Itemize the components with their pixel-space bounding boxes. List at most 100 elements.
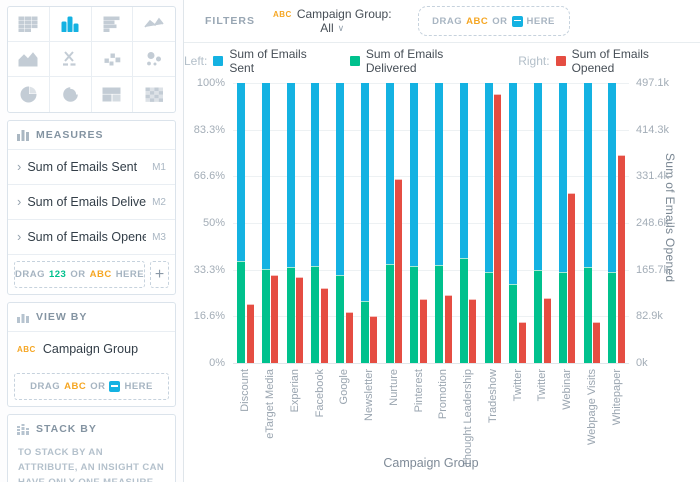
measure-item-emails-opened[interactable]: › Sum of Emails Opened M3 <box>8 219 175 254</box>
insight-config-panel: MEASURES › Sum of Emails Sent M1 › Sum o… <box>0 0 184 482</box>
x-axis-label: Nurture <box>387 369 400 406</box>
legend-entry-emails-opened[interactable]: Sum of Emails Opened <box>555 47 694 75</box>
chevron-right-icon[interactable]: › <box>17 194 22 209</box>
measure-item-emails-sent[interactable]: › Sum of Emails Sent M1 <box>8 149 175 184</box>
bar-emails-sent-14[interactable] <box>583 83 592 267</box>
viz-type-heatmap[interactable] <box>133 77 175 112</box>
bar-emails-delivered-6[interactable] <box>385 264 394 363</box>
bar-emails-delivered-2[interactable] <box>286 267 295 363</box>
bar-emails-opened-6[interactable] <box>395 178 402 363</box>
abc-attribute-icon: ABC <box>17 344 36 354</box>
viz-type-bar-chart[interactable] <box>91 7 134 42</box>
bar-emails-delivered-8[interactable] <box>435 265 443 363</box>
legend-left-axis-label: Left: <box>184 54 208 68</box>
bar-emails-delivered-3[interactable] <box>311 265 320 363</box>
view-by-drop-zone[interactable]: DRAG ABC OR HERE <box>14 373 169 400</box>
bar-emails-delivered-14[interactable] <box>583 266 592 363</box>
bar-emails-opened-13[interactable] <box>568 193 576 363</box>
bar-emails-sent-6[interactable] <box>385 83 394 265</box>
left-axis-tick: 0% <box>209 357 225 369</box>
bar-emails-delivered-1[interactable] <box>261 269 270 363</box>
viz-type-headline[interactable] <box>49 42 92 77</box>
heatmap-icon <box>145 87 164 102</box>
measure-tag: M2 <box>152 196 166 208</box>
viz-type-line-chart[interactable] <box>133 7 175 42</box>
bar-emails-sent-2[interactable] <box>286 83 295 268</box>
x-axis-label: Thought Leadership <box>462 369 475 467</box>
add-measure-button[interactable]: + <box>150 261 169 288</box>
bar-emails-sent-3[interactable] <box>311 83 320 266</box>
bar-emails-sent-15[interactable] <box>608 83 617 272</box>
x-axis-label: Twitter <box>536 369 549 402</box>
legend-entry-emails-delivered[interactable]: Sum of Emails Delivered <box>349 47 496 75</box>
filter-name: Campaign Group: <box>296 7 392 21</box>
bar-emails-sent-10[interactable] <box>484 83 493 272</box>
filters-drop-zone[interactable]: DRAG ABC OR HERE <box>417 6 570 36</box>
viz-type-treemap[interactable] <box>92 77 134 112</box>
view-by-attribute-campaign-group[interactable]: ABC Campaign Group <box>8 331 175 366</box>
bar-emails-opened-14[interactable] <box>593 321 600 363</box>
bar-emails-opened-3[interactable] <box>320 287 328 363</box>
viz-type-area-chart[interactable] <box>8 42 50 77</box>
chevron-right-icon[interactable]: › <box>17 229 22 244</box>
bar-emails-delivered-11[interactable] <box>509 284 518 363</box>
bar-emails-delivered-12[interactable] <box>534 270 542 363</box>
bar-emails-sent-11[interactable] <box>509 83 518 285</box>
visualization-picker <box>7 6 176 113</box>
bar-emails-opened-10[interactable] <box>494 94 501 363</box>
bar-emails-opened-1[interactable] <box>271 275 279 363</box>
viz-type-bubble-chart[interactable] <box>133 42 175 77</box>
bar-emails-sent-8[interactable] <box>435 83 443 265</box>
bar-emails-delivered-4[interactable] <box>336 274 344 363</box>
stack-by-header: STACK BY <box>8 415 175 443</box>
bar-emails-sent-1[interactable] <box>261 83 270 270</box>
bar-emails-opened-8[interactable] <box>444 294 452 363</box>
legend-entry-emails-sent[interactable]: Sum of Emails Sent <box>213 47 334 75</box>
bar-emails-delivered-7[interactable] <box>410 266 419 363</box>
viz-type-column-chart[interactable] <box>49 7 92 42</box>
bar-emails-opened-2[interactable] <box>296 277 303 363</box>
bar-emails-delivered-0[interactable] <box>237 261 245 363</box>
measure-item-emails-delivered[interactable]: › Sum of Emails Delivered M2 <box>8 184 175 219</box>
bar-emails-delivered-13[interactable] <box>558 272 567 363</box>
bar-emails-opened-12[interactable] <box>543 297 551 363</box>
bar-emails-sent-9[interactable] <box>459 83 468 258</box>
viz-type-scatter-plot[interactable] <box>91 42 134 77</box>
bar-emails-sent-7[interactable] <box>410 83 419 267</box>
measure-tag: M1 <box>152 161 166 173</box>
gridline <box>233 269 629 271</box>
abc-token: ABC <box>89 269 112 280</box>
bar-emails-opened-7[interactable] <box>419 298 427 363</box>
filter-value: All <box>320 21 334 35</box>
bar-emails-sent-13[interactable] <box>558 83 567 272</box>
viz-type-donut-chart[interactable] <box>50 77 92 112</box>
bar-emails-opened-11[interactable] <box>518 322 526 363</box>
bar-emails-sent-5[interactable] <box>360 83 369 302</box>
measures-drop-zone[interactable]: DRAG 123 OR ABC HERE <box>14 261 146 288</box>
right-axis-tick: 82.9k <box>636 310 663 323</box>
chevron-right-icon[interactable]: › <box>17 159 22 174</box>
filters-bar: FILTERS ABC Campaign Group: All ∨ DRAG A… <box>184 0 700 43</box>
column-chart-icon <box>61 16 79 32</box>
bar-emails-opened-9[interactable] <box>469 298 477 363</box>
view-by-section: VIEW BY ABC Campaign Group DRAG ABC OR H… <box>7 302 176 407</box>
bar-emails-sent-0[interactable] <box>237 83 245 262</box>
bar-emails-delivered-5[interactable] <box>360 301 369 363</box>
left-axis-tick: 100% <box>196 77 225 89</box>
area-chart-icon <box>18 52 38 67</box>
bar-emails-sent-12[interactable] <box>534 83 542 271</box>
viz-type-pie-chart[interactable] <box>8 77 50 112</box>
bar-emails-opened-0[interactable] <box>246 304 254 363</box>
viz-type-table[interactable] <box>8 7 50 42</box>
plot-area <box>233 83 629 364</box>
bar-emails-sent-4[interactable] <box>336 83 344 275</box>
campaign-group-filter[interactable]: ABC Campaign Group: All ∨ <box>273 7 392 35</box>
line-chart-icon <box>144 17 164 28</box>
bar-emails-opened-15[interactable] <box>617 154 625 363</box>
bar-emails-opened-4[interactable] <box>345 311 353 363</box>
bar-emails-delivered-15[interactable] <box>608 272 617 363</box>
bar-emails-delivered-9[interactable] <box>459 257 468 363</box>
headline-icon <box>63 51 76 66</box>
bar-emails-delivered-10[interactable] <box>484 272 493 363</box>
bar-emails-opened-5[interactable] <box>370 316 378 363</box>
